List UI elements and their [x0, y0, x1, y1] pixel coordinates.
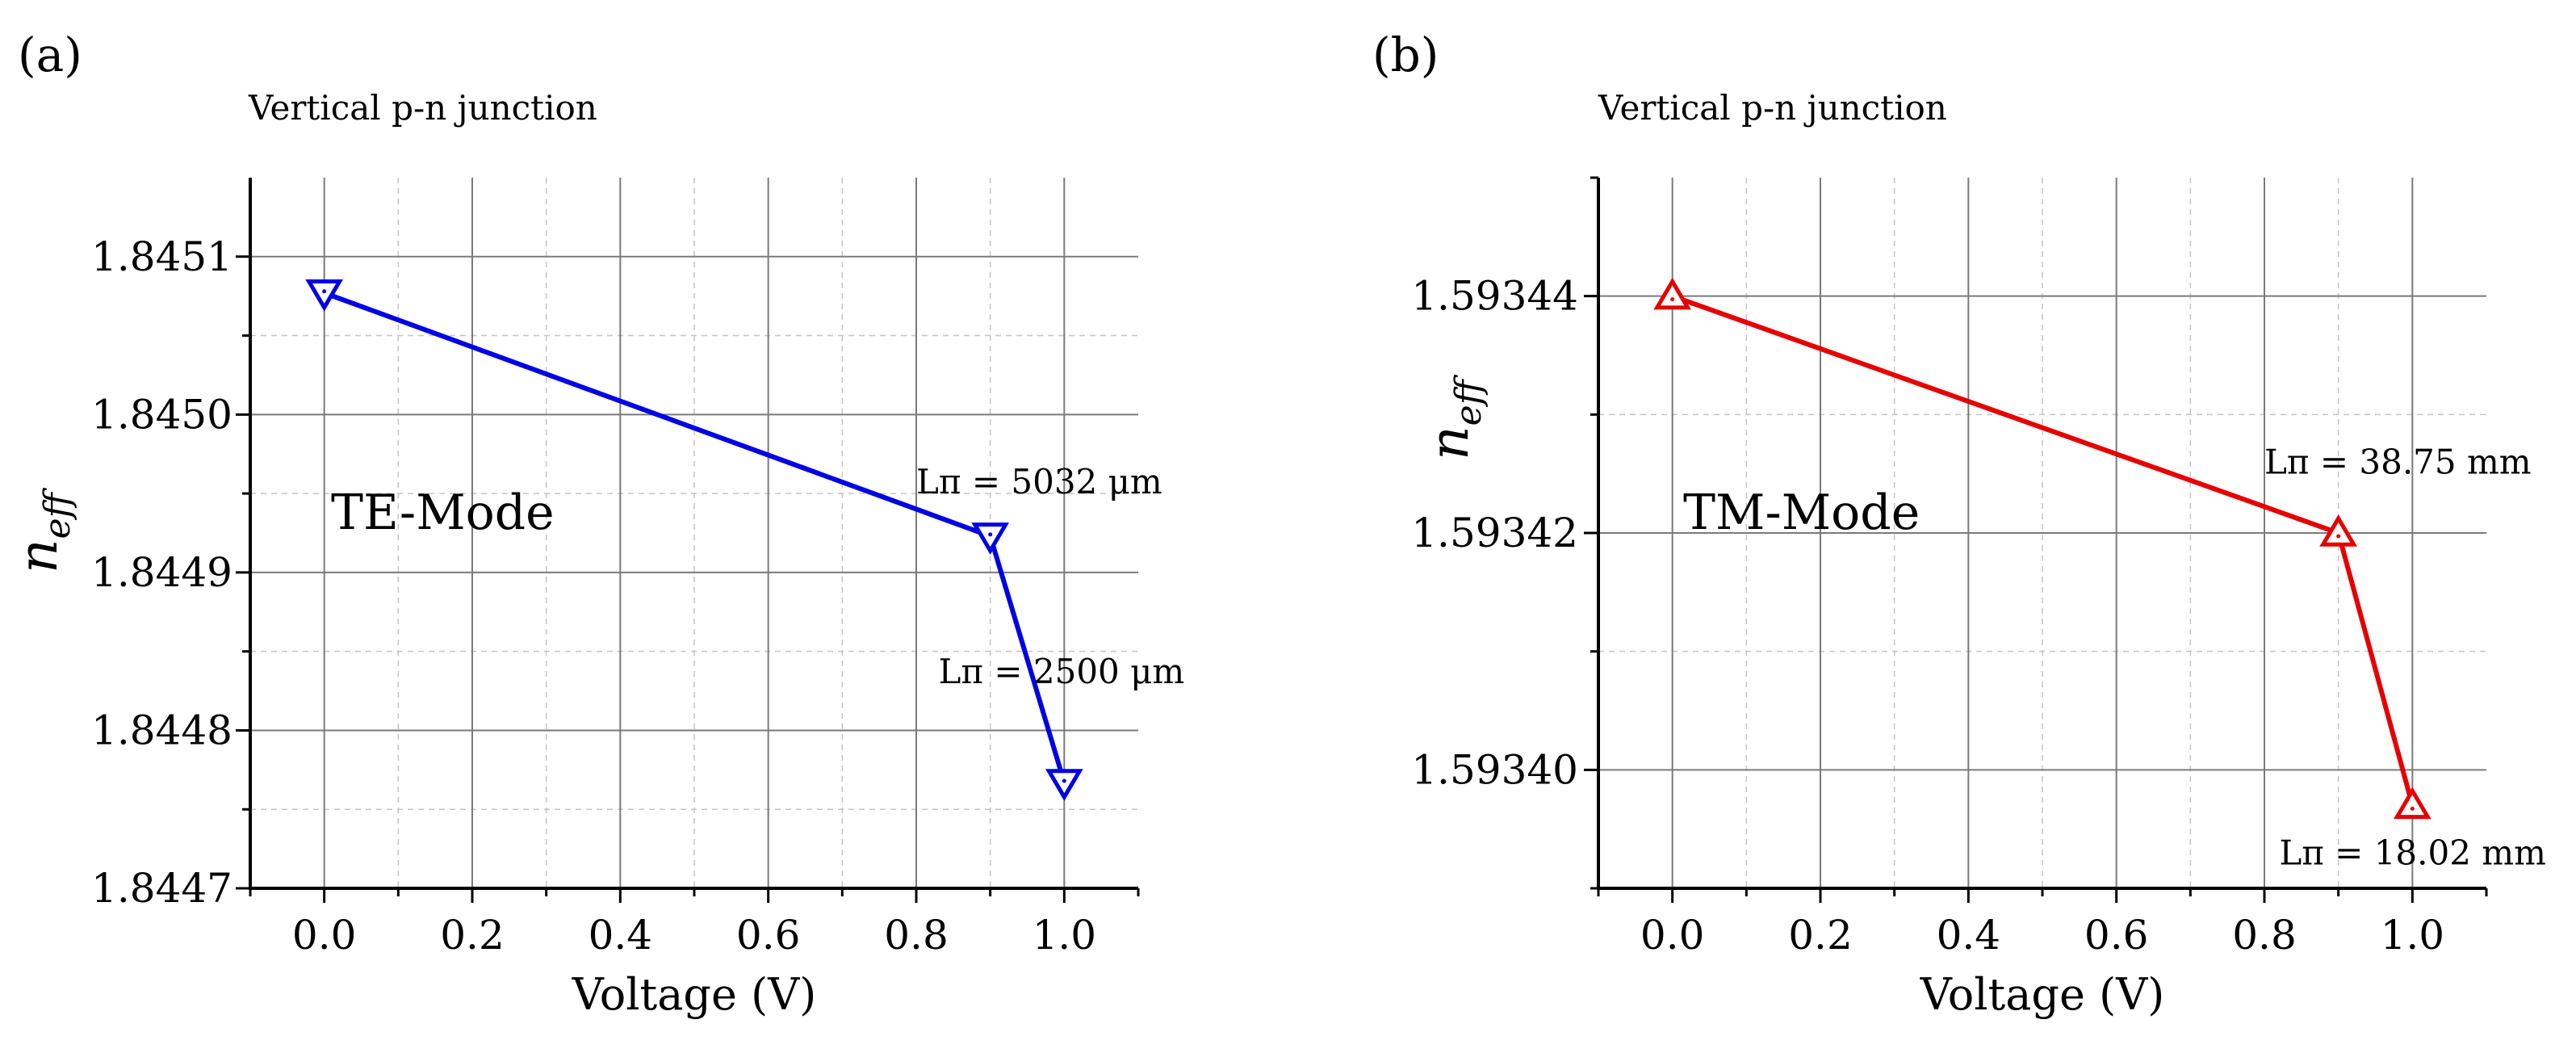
chart-panel-a: (a) Vertical p-n junction 0.0 0.2 0.4 0.6 0.8 1…: [7, 27, 1184, 1020]
y-tick-label: 1.59344: [1411, 273, 1578, 320]
annotation-label: Lπ = 2500 μm: [939, 652, 1185, 691]
y-axis-label: neff: [7, 487, 78, 573]
mode-label: TM-Mode: [1683, 485, 1920, 541]
data-point-marker: [2319, 514, 2358, 547]
data-point-marker: [1045, 769, 1083, 801]
y-tick-label: 1.8449: [91, 549, 232, 596]
y-tick-label: 1.59340: [1411, 746, 1578, 793]
panel-label: (b): [1372, 27, 1439, 82]
x-tick-label: 0.0: [292, 912, 357, 959]
y-tick-label: 1.59342: [1411, 510, 1578, 556]
x-tick-label: 0.4: [1937, 912, 2001, 959]
y-tick-label: 1.8448: [91, 707, 232, 753]
x-tick-label: 1.0: [1032, 912, 1097, 959]
data-point-dot: [322, 289, 327, 294]
mode-label: TE-Mode: [331, 485, 555, 541]
data-point-dot: [988, 532, 993, 537]
y-tick-label: 1.8450: [91, 391, 232, 438]
x-tick-label: 0.6: [2084, 912, 2149, 959]
x-tick-label: 1.0: [2381, 912, 2445, 959]
data-point-marker: [2393, 787, 2431, 820]
x-tick-label: 0.8: [2232, 912, 2297, 959]
x-tick-label: 0.8: [884, 912, 949, 959]
data-point-dot: [1670, 297, 1675, 302]
x-tick-label: 0.2: [1788, 912, 1853, 959]
x-axis-label: Voltage (V): [1920, 969, 2165, 1020]
x-axis-label: Voltage (V): [572, 969, 817, 1020]
annotation-label: Lπ = 38.75 mm: [2264, 443, 2532, 482]
chart-panel-b: (b) Vertical p-n junction 0.0 0.2 0.4 0.6 0.8 1…: [1372, 27, 2546, 1020]
panel-label: (a): [18, 27, 82, 82]
data-point-dot: [2410, 806, 2415, 811]
x-tick-label: 0.2: [440, 912, 505, 959]
annotation-label: Lπ = 18.02 mm: [2279, 833, 2546, 873]
data-point-dot: [2336, 534, 2341, 539]
x-tick-label: 0.4: [589, 912, 653, 959]
y-tick-label: 1.8451: [91, 233, 232, 280]
data-point-dot: [1062, 778, 1066, 783]
x-tick-label: 0.6: [736, 912, 801, 959]
data-point-marker: [305, 279, 344, 312]
x-tick-label: 0.0: [1640, 912, 1705, 959]
y-tick-label: 1.8447: [91, 865, 232, 912]
data-point-marker: [971, 522, 1010, 555]
annotation-label: Lπ = 5032 μm: [916, 462, 1162, 501]
chart-title: Vertical p-n junction: [248, 88, 597, 128]
data-point-marker: [1653, 277, 1692, 310]
y-axis-label: neff: [1418, 374, 1489, 460]
chart-title: Vertical p-n junction: [1598, 88, 1947, 128]
